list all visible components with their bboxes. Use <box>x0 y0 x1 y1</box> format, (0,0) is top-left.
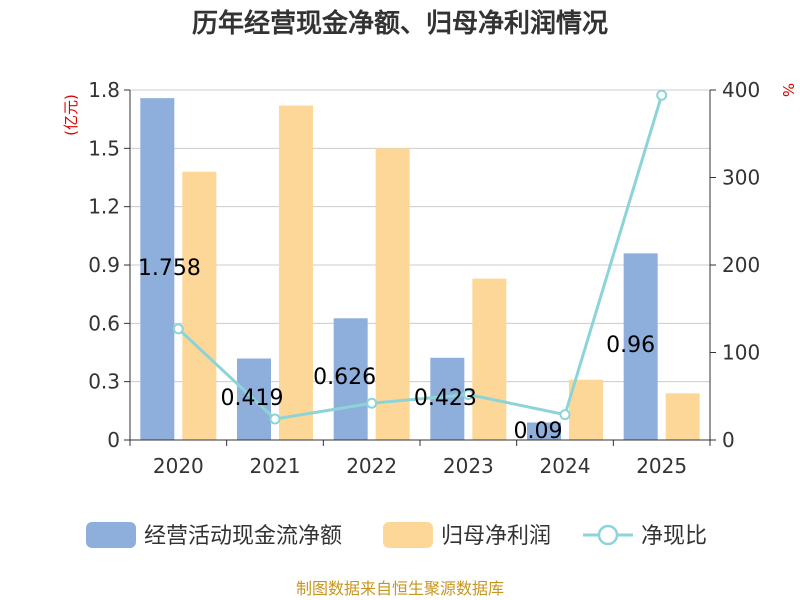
legend-label: 归母净利润 <box>441 524 551 549</box>
legend-label: 经营活动现金流净额 <box>144 524 342 549</box>
ratio-point <box>559 409 571 421</box>
bar-net-profit <box>375 148 410 441</box>
bar-operating-cash <box>527 422 561 440</box>
cash-data-label: 0.419 <box>221 386 284 411</box>
x-tick-label: 2021 <box>250 454 301 478</box>
right-axis-unit: % <box>779 83 797 97</box>
grid <box>130 89 710 383</box>
left-axis-unit: (亿元) <box>62 94 80 136</box>
cash-data-label: 0.09 <box>514 419 563 444</box>
cash-data-label: 0.626 <box>313 365 376 390</box>
x-tick-label: 2022 <box>346 454 397 478</box>
legend-item[interactable]: 归母净利润 <box>383 522 551 549</box>
legend[interactable]: 经营活动现金流净额 归母净利润 净现比 <box>86 522 707 549</box>
left-tick-label: 1.2 <box>88 195 120 219</box>
legend-swatch <box>383 522 433 548</box>
left-tick-label: 0.9 <box>88 253 120 277</box>
x-tick-label: 2025 <box>636 454 687 478</box>
legend-item[interactable]: 净现比 <box>583 524 707 549</box>
cash-data-label: 0.96 <box>606 333 655 358</box>
legend-item[interactable]: 经营活动现金流净额 <box>86 522 342 549</box>
left-tick-label: 1.8 <box>88 78 120 102</box>
legend-marker <box>597 524 619 546</box>
ratio-point <box>656 89 668 101</box>
legend-swatch <box>86 522 136 548</box>
x-tick-label: 2023 <box>443 454 494 478</box>
x-tick-label: 2020 <box>153 454 204 478</box>
bars <box>140 98 700 441</box>
bar-net-profit <box>569 379 603 440</box>
bar-operating-cash <box>623 253 658 440</box>
chart-title: 历年经营现金净额、归母净利润情况 <box>192 8 608 39</box>
bar-net-profit <box>279 105 313 441</box>
right-tick-label: 300 <box>722 166 760 190</box>
ratio-point <box>366 397 378 409</box>
x-tick-label: 2024 <box>540 454 591 478</box>
ratio-line <box>172 89 668 425</box>
ratio-line-path <box>177 94 664 421</box>
right-tick-label: 200 <box>722 253 760 277</box>
bar-net-profit <box>472 278 507 440</box>
left-tick-label: 0.3 <box>88 370 120 394</box>
left-tick-label: 1.5 <box>88 136 120 160</box>
cash-data-label: 0.423 <box>414 386 477 411</box>
ratio-point <box>462 389 474 400</box>
legend-label: 净现比 <box>641 524 707 549</box>
left-tick-label: 0 <box>107 428 120 452</box>
axes: 0 0.3 0.6 0.9 1.2 1.5 1.8 0 100 200 300 400 2020 2021… <box>88 78 760 478</box>
right-tick-label: 100 <box>722 341 760 365</box>
ratio-point <box>172 323 184 335</box>
ratio-point <box>269 413 281 425</box>
left-tick-label: 0.6 <box>88 311 120 335</box>
bar-net-profit <box>182 171 217 440</box>
footer-source: 制图数据来自恒生聚源数据库 <box>296 579 504 598</box>
data-labels: 1.758 0.419 0.626 0.423 0.09 0.96 <box>138 256 655 444</box>
bar-operating-cash <box>333 318 368 440</box>
bar-net-profit <box>665 393 700 440</box>
right-tick-label: 400 <box>722 78 760 102</box>
bar-operating-cash <box>140 98 175 441</box>
right-tick-label: 0 <box>722 428 735 452</box>
cash-data-label: 1.758 <box>138 256 201 281</box>
